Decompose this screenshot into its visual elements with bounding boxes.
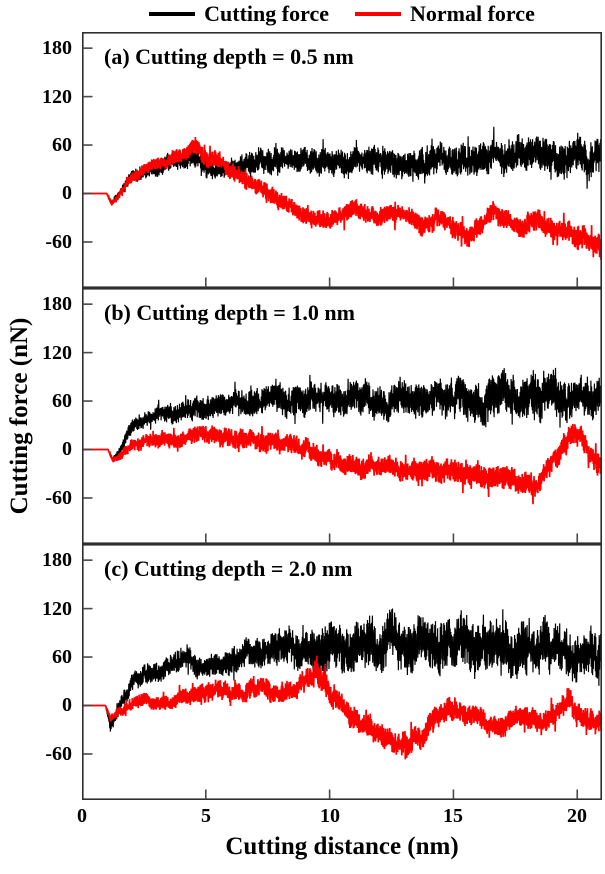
y-axis-label: Cutting force (nN) [6,317,33,515]
y-tick-label: 60 [52,134,72,156]
x-tick-label: 0 [77,805,87,827]
panel-a-plot [82,32,602,288]
legend-item-normal-force: Normal force [355,1,535,27]
y-tick-label: 0 [62,438,72,460]
y-tick-label: 180 [42,293,72,315]
panel-b [82,288,602,544]
panel-a-title: (a) Cutting depth = 0.5 nm [104,44,354,69]
y-tick-label: 180 [42,549,72,571]
y-tick-label: 60 [52,390,72,412]
legend-label-normal-force: Normal force [410,1,535,26]
legend-item-cutting-force: Cutting force [149,1,329,27]
y-tick-label: 0 [62,694,72,716]
panel-c [82,544,602,800]
y-tick-label: -60 [45,743,72,765]
y-tick-label: 120 [42,86,72,108]
y-tick-label: -60 [45,487,72,509]
legend-label-cutting-force: Cutting force [204,1,330,26]
y-tick-label: 60 [52,646,72,668]
y-tick-label: 180 [42,37,72,59]
panel-c-plot [82,544,602,800]
y-tick-label: 120 [42,342,72,364]
x-tick-label: 10 [320,805,340,827]
panel-b-title: (b) Cutting depth = 1.0 nm [104,300,355,325]
panel-a [82,32,602,288]
panel-b-plot [82,288,602,544]
legend: Cutting force Normal force [82,0,602,28]
x-tick-label: 15 [443,805,463,827]
y-tick-label: -60 [45,231,72,253]
panel-c-title: (c) Cutting depth = 2.0 nm [104,556,353,581]
y-tick-label: 120 [42,598,72,620]
normal-force-line-swatch-icon [355,12,402,16]
x-tick-label: 5 [201,805,211,827]
x-axis-label: Cutting distance (nm) [225,833,459,860]
x-tick-label: 20 [567,805,587,827]
cutting-force-line-swatch-icon [149,12,196,16]
y-tick-label: 0 [62,182,72,204]
